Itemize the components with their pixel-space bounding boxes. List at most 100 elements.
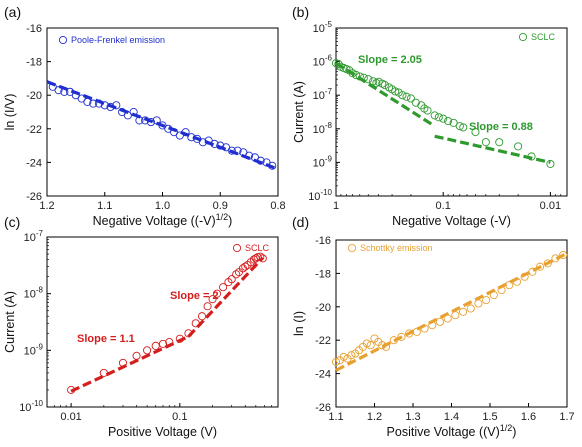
data-point (527, 152, 536, 161)
data-point (514, 142, 523, 151)
data-point (428, 321, 437, 330)
legend-marker (232, 243, 242, 253)
data-point (151, 341, 160, 350)
data-point (165, 338, 174, 347)
plot-frame (46, 27, 279, 197)
data-point (366, 341, 375, 350)
slope-annotation: Slope = 1.1 (77, 333, 135, 345)
panel-label: (d) (292, 214, 309, 230)
data-point (397, 332, 406, 341)
x-axis-label: Negative Voltage (-V) (392, 214, 511, 228)
data-point (455, 122, 464, 131)
y-tick-label: 10-7 (24, 229, 44, 244)
panel-3: (d) 1.1 1.2 1.3 1.4 1.5 1.6 1.7 -16 -18 -20 -22 -24 -… (292, 214, 575, 439)
fit-line (434, 134, 551, 164)
y-tick-label: -22 (26, 124, 42, 136)
x-tick-label: 0.8 (270, 200, 285, 212)
data-point (106, 102, 115, 112)
fit-line (187, 256, 264, 338)
legend-marker (58, 35, 68, 45)
plot-frame (335, 239, 568, 408)
x-tick-label: 1.6 (521, 411, 536, 423)
x-tick-label: 0.1 (172, 411, 187, 423)
y-tick-label: 10-9 (313, 154, 333, 169)
x-tick-label: 1.3 (405, 411, 420, 423)
data-point (129, 107, 138, 117)
data-point (372, 78, 381, 88)
slope-annotation: Slope = 2.05 (358, 54, 422, 66)
legend-label: Schottky emission (360, 243, 433, 253)
x-tick-label: 1.5 (482, 411, 497, 423)
data-point (216, 141, 225, 150)
y-tick-label: -16 (26, 23, 42, 35)
data-point (444, 117, 453, 126)
data-point (213, 289, 222, 298)
data-point (227, 275, 236, 284)
data-point (497, 286, 506, 295)
data-point (99, 368, 108, 377)
data-point (505, 281, 514, 290)
y-axis-label: ln (I) (292, 311, 306, 336)
data-point (89, 99, 98, 108)
data-point (380, 81, 389, 90)
x-tick-label: 0.1 (436, 200, 451, 212)
panel-1: (b) 1 0.1 0.01 10-5 10-6 10-7 10-8 10-9 10-10 Nega… (292, 4, 568, 228)
x-axis-label: Positive Voltage ((V)1/2) (387, 423, 517, 439)
data-point (331, 357, 341, 366)
data-point (112, 101, 121, 110)
data-point (355, 72, 364, 81)
data-point (135, 116, 144, 125)
data-point (459, 123, 468, 132)
data-point (439, 114, 448, 123)
x-tick-label: 1.4 (444, 411, 459, 423)
fit-line (335, 61, 436, 128)
data-point (198, 138, 207, 147)
data-point (100, 101, 109, 110)
data-point (536, 262, 545, 271)
slope-annotation: Slope = 2 (170, 290, 219, 302)
data-point (352, 70, 361, 80)
y-axis-label: ln (I/V) (3, 94, 17, 131)
legend-label: Poole-Frenkel emission (71, 35, 165, 45)
y-tick-label: -20 (26, 90, 42, 102)
data-point (434, 113, 443, 122)
data-point (391, 87, 400, 96)
x-tick-label: 0.01 (540, 200, 561, 212)
data-point (481, 138, 490, 147)
x-tick-label: 1.0 (155, 200, 170, 212)
legend-label: SCLC (245, 243, 270, 253)
legend-label: SCLC (531, 32, 556, 42)
panel-label: (c) (4, 214, 20, 230)
data-point (449, 118, 458, 127)
data-point (67, 385, 76, 394)
plot-frame (46, 236, 279, 408)
data-point (203, 302, 212, 311)
data-point (546, 159, 555, 168)
data-point (146, 118, 155, 127)
data-point (435, 317, 445, 326)
y-tick-label: 10-6 (313, 54, 333, 69)
data-point (232, 270, 241, 279)
panel-2: (c) 0.01 0.1 10-7 10-8 10-9 10-10 Positive Volt… (3, 214, 279, 439)
y-tick-label: 10-5 (313, 20, 333, 35)
data-point (378, 341, 387, 350)
panel-0: (a) 1.2 1.1 1.0 0.9 0.8 -16 -18 -20 -22 -24 -26 Nega… (3, 4, 286, 228)
data-point (187, 133, 196, 142)
data-point (402, 92, 411, 101)
data-point (512, 277, 522, 286)
data-point (118, 358, 128, 367)
legend-marker (518, 32, 528, 42)
y-tick-label: 10-8 (313, 121, 333, 136)
data-point (256, 252, 265, 261)
data-point (423, 106, 432, 115)
x-tick-label: 1.2 (39, 200, 54, 212)
data-point (141, 116, 150, 125)
data-point (362, 339, 371, 348)
x-axis-label: Negative Voltage ((-V)1/2) (93, 212, 233, 228)
data-point (405, 329, 414, 338)
x-tick-label: 0.01 (60, 411, 81, 423)
data-point (474, 299, 483, 308)
data-point (191, 319, 200, 328)
data-point (443, 314, 452, 323)
y-tick-label: -18 (315, 268, 331, 280)
